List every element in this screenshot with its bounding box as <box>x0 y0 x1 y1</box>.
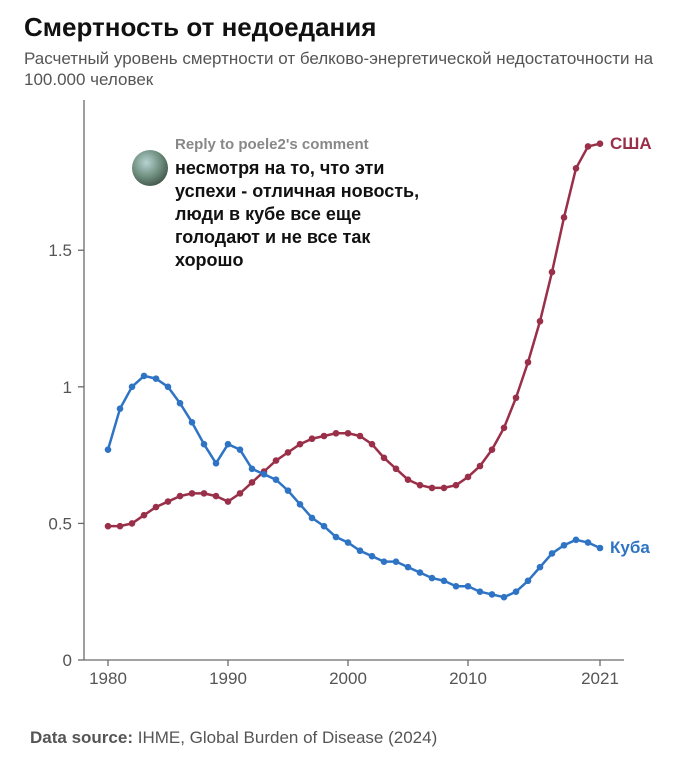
page-title: Смертность от недоедания <box>24 12 376 43</box>
svg-text:2021: 2021 <box>581 669 619 688</box>
svg-text:2000: 2000 <box>329 669 367 688</box>
data-source-label: Data source: <box>30 728 133 747</box>
comment-overlay: Reply to poele2's comment несмотря на то… <box>175 136 425 272</box>
data-source: Data source: IHME, Global Burden of Dise… <box>30 728 437 748</box>
svg-text:2010: 2010 <box>449 669 487 688</box>
avatar <box>132 150 168 186</box>
comment-reply-to: Reply to poele2's comment <box>175 136 425 153</box>
series-label-cuba: Куба <box>610 538 650 558</box>
svg-text:1980: 1980 <box>89 669 127 688</box>
svg-text:1990: 1990 <box>209 669 247 688</box>
comment-text: несмотря на то, что эти успехи - отлична… <box>175 157 425 272</box>
svg-text:1.5: 1.5 <box>48 241 72 260</box>
svg-text:0: 0 <box>63 651 72 670</box>
page-subtitle: Расчетный уровень смертности от белково-… <box>24 48 680 91</box>
data-source-value: IHME, Global Burden of Disease (2024) <box>138 728 438 747</box>
series-label-usa: США <box>610 134 652 154</box>
svg-text:0.5: 0.5 <box>48 514 72 533</box>
svg-text:1: 1 <box>63 378 72 397</box>
